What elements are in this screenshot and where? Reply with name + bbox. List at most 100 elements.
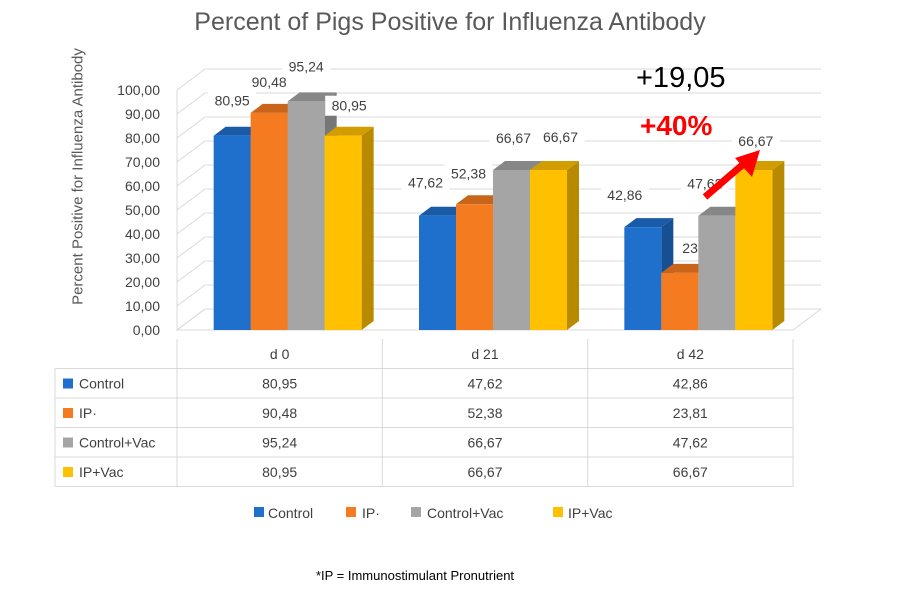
- table-legend-key: [63, 437, 73, 448]
- data-label-bg: [401, 172, 450, 193]
- table-cell: 52,38: [467, 405, 502, 421]
- gridline-side: [176, 236, 206, 259]
- data-label: 47,62: [408, 175, 443, 191]
- bar-side-ip-vac-2: [772, 160, 785, 330]
- table-series-label: IP·: [79, 405, 97, 421]
- data-label-bg: [444, 163, 493, 184]
- bar-top-control-vac-0: [287, 92, 337, 102]
- gridline-side: [176, 140, 206, 163]
- bar-ip--2: [661, 272, 699, 330]
- bar-top-ip-vac-1: [530, 160, 579, 170]
- bar-control-vac-2: [698, 215, 736, 330]
- gridline-side: [176, 116, 206, 139]
- data-label-bg: [282, 56, 331, 77]
- bar-ip--1: [456, 204, 493, 330]
- data-label: 80,95: [215, 93, 250, 109]
- y-tick-label: 20,00: [125, 274, 160, 290]
- table-legend-key: [63, 378, 73, 389]
- arrow-head: [735, 150, 760, 177]
- y-tick-label: 70,00: [125, 154, 160, 170]
- table-cell: 66,67: [467, 464, 502, 480]
- table-legend-key: [63, 408, 73, 418]
- annotation-percent-increase: +40%: [640, 110, 713, 141]
- annotation-difference: +19,05: [636, 62, 726, 94]
- bar-control-1: [419, 215, 456, 330]
- table-cell: 66,67: [467, 435, 502, 451]
- footnote: *IP = Immunostimulant Pronutrient: [315, 568, 515, 583]
- table-series-label: Control+Vac: [79, 435, 155, 451]
- data-label: 90,48: [252, 74, 287, 90]
- chart-floor: [175, 308, 823, 331]
- gridline-side: [176, 212, 206, 235]
- bar-control-vac-0: [287, 101, 325, 330]
- data-label-bg: [489, 127, 538, 148]
- bar-control-0: [213, 135, 251, 330]
- legend-key: [411, 507, 421, 517]
- y-tick-label: 0,00: [133, 322, 160, 338]
- data-label-bg: [325, 95, 374, 116]
- y-tick-label: 40,00: [125, 226, 160, 242]
- table-cell: 66,67: [673, 464, 708, 480]
- data-label: 66,67: [738, 133, 773, 149]
- gridline-side: [176, 284, 206, 307]
- data-label: 66,67: [496, 130, 531, 146]
- bar-top-control-vac-2: [698, 206, 748, 216]
- chart-title: Percent of Pigs Positive for Influenza A…: [194, 8, 706, 36]
- arrow-shaft: [702, 157, 751, 200]
- table-series-label: Control: [79, 376, 124, 392]
- legend-key: [346, 507, 356, 517]
- bar-side-ip-vac-1: [567, 160, 579, 330]
- table-cell: 47,62: [673, 435, 708, 451]
- legend-label: Control: [268, 505, 313, 521]
- y-tick-label: 90,00: [125, 106, 160, 122]
- bar-top-control-vac-1: [493, 160, 542, 170]
- data-label-bg: [600, 185, 649, 206]
- y-tick-label: 80,00: [125, 130, 160, 146]
- data-label: 52,38: [451, 165, 486, 181]
- bar-side-ip-vac-0: [361, 126, 374, 330]
- bar-top-control-0: [213, 126, 263, 136]
- data-label-bg: [536, 126, 585, 147]
- legend-label: IP·: [362, 505, 380, 521]
- bar-ip-vac-2: [735, 169, 773, 330]
- bar-top-ip--1: [456, 195, 505, 205]
- gridline-side: [176, 188, 206, 211]
- data-label: 66,67: [543, 129, 578, 145]
- table-legend-key: [63, 467, 73, 477]
- data-label-bg: [208, 90, 257, 111]
- data-label: 95,24: [289, 58, 324, 74]
- gridline-side: [176, 68, 206, 91]
- data-label-bg: [245, 71, 294, 92]
- y-tick-label: 50,00: [125, 202, 160, 218]
- table-cell: 47,62: [467, 376, 502, 392]
- bar-control-vac-1: [493, 169, 530, 330]
- gridline-side: [176, 164, 206, 187]
- data-label: 80,95: [332, 98, 367, 114]
- gridline-side: [176, 92, 206, 115]
- bar-top-ip--2: [661, 263, 711, 273]
- legend-label: IP+Vac: [568, 505, 613, 521]
- table-series-label: IP+Vac: [79, 464, 124, 480]
- x-tick-label: d 21: [471, 346, 498, 362]
- legend-key: [254, 507, 264, 517]
- table-cell: 80,95: [262, 376, 297, 392]
- table-cell: 23,81: [673, 405, 708, 421]
- bar-top-ip--0: [250, 103, 300, 113]
- gridline-side: [176, 260, 206, 283]
- data-label: 42,86: [607, 187, 642, 203]
- bar-ip-vac-1: [530, 169, 567, 330]
- bar-ip-vac-0: [324, 135, 362, 330]
- table-cell: 90,48: [262, 405, 297, 421]
- y-tick-label: 60,00: [125, 178, 160, 194]
- x-tick-label: d 42: [677, 346, 704, 362]
- legend-label: Control+Vac: [427, 505, 503, 521]
- bar-ip--0: [250, 112, 288, 331]
- data-label-bg: [731, 130, 780, 151]
- bar-top-control-1: [419, 206, 468, 216]
- bar-top-control-2: [624, 218, 674, 228]
- table-cell: 95,24: [262, 435, 297, 451]
- table-cell: 80,95: [262, 464, 297, 480]
- y-tick-label: 30,00: [125, 250, 160, 266]
